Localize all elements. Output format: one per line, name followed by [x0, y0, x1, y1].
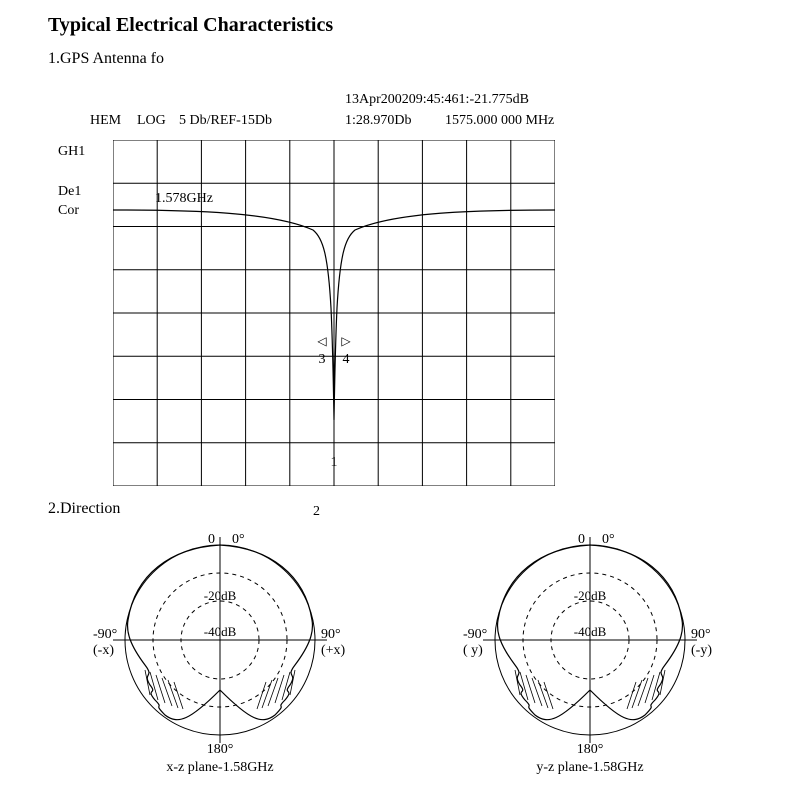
svg-text:▷: ▷ — [341, 334, 351, 348]
svg-text:(-y): (-y) — [691, 643, 712, 658]
svg-text:y-z plane-1.58GHz: y-z plane-1.58GHz — [536, 760, 643, 775]
cor-label: Cor — [58, 203, 79, 219]
svg-text:(+x): (+x) — [321, 643, 346, 658]
log-label: LOG — [137, 113, 166, 129]
hem-label: HEM — [90, 113, 121, 129]
svg-text:-20dB: -20dB — [204, 588, 237, 603]
svg-text:-40dB: -40dB — [204, 624, 237, 639]
svg-text:3: 3 — [319, 352, 326, 367]
page-title: Typical Electrical Characteristics — [48, 14, 333, 37]
radiation-pattern-xz: -20dB -40dB 0 0° -90°(-x) 90°(+x) 180° x-z plan… — [50, 520, 390, 780]
svg-text:x-z plane-1.58GHz: x-z plane-1.58GHz — [166, 760, 273, 775]
marker-freq-label: 1575.000 000 MHz — [445, 113, 554, 129]
svg-text:0°: 0° — [232, 532, 245, 547]
de1-label: De1 — [58, 184, 81, 200]
marker-db-label: 1:28.970Db — [345, 113, 412, 129]
svg-text:1.578GHz: 1.578GHz — [155, 191, 213, 206]
page: Typical Electrical Characteristics 1.GPS… — [0, 0, 807, 791]
svg-text:0: 0 — [578, 532, 585, 547]
scale-label: 5 Db/REF-15Db — [179, 113, 272, 129]
svg-text:90°: 90° — [691, 627, 711, 642]
svg-text:0°: 0° — [602, 532, 615, 547]
gh1-label: GH1 — [58, 144, 85, 160]
svg-text:90°: 90° — [321, 627, 341, 642]
svg-text:0: 0 — [208, 532, 215, 547]
radiation-pattern-yz: -20dB -40dB 0 0° -90°( y) 90°(-y) 180° y-z plan… — [420, 520, 760, 780]
svg-text:(-x): (-x) — [93, 643, 114, 658]
svg-text:-40dB: -40dB — [574, 624, 607, 639]
timestamp-label: 13Apr200209:45:461:-21.775dB — [345, 92, 529, 108]
svg-text:◁: ◁ — [317, 334, 327, 348]
svg-text:-90°: -90° — [93, 627, 117, 642]
svg-text:180°: 180° — [577, 742, 604, 757]
section2-heading: 2.Direction — [48, 500, 120, 518]
svg-text:-90°: -90° — [463, 627, 487, 642]
section1-heading: 1.GPS Antenna fo — [48, 50, 164, 68]
footnote-2: 2 — [313, 504, 320, 520]
svg-text:180°: 180° — [207, 742, 234, 757]
svg-text:4: 4 — [343, 352, 350, 367]
svg-text:( y): ( y) — [463, 643, 483, 658]
svg-text:1: 1 — [331, 455, 338, 470]
svg-text:-20dB: -20dB — [574, 588, 607, 603]
return-loss-chart: 1.578GHz ◁ 3 ▷ 4 1 — [113, 140, 555, 486]
